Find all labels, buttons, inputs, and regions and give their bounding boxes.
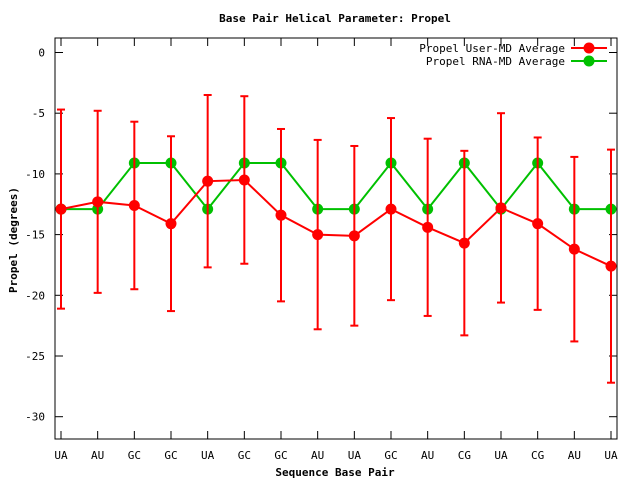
chart-title: Base Pair Helical Parameter: Propel xyxy=(219,12,451,25)
series-layer xyxy=(55,93,617,384)
y-tick-label: -20 xyxy=(25,289,45,302)
data-point xyxy=(202,175,214,187)
y-tick-label: -25 xyxy=(25,350,45,363)
x-tick-label: CG xyxy=(531,449,544,462)
x-tick-label: UA xyxy=(54,449,68,462)
data-point xyxy=(348,230,360,242)
plot-frame xyxy=(54,37,618,440)
data-point xyxy=(422,221,434,233)
y-tick-label: -30 xyxy=(25,411,45,424)
data-point xyxy=(532,218,544,230)
x-tick-label: UA xyxy=(348,449,362,462)
data-point xyxy=(495,202,507,214)
data-point xyxy=(238,174,250,186)
data-point xyxy=(458,237,470,249)
legend-marker xyxy=(583,42,595,54)
series-rna-md xyxy=(55,157,617,215)
x-tick-label: GC xyxy=(128,449,141,462)
x-axis-label: Sequence Base Pair xyxy=(275,466,395,479)
x-axis: UA AU GC GC UA GC GC AU UA GC AU CG UA CG AU UA xyxy=(54,38,618,462)
data-point xyxy=(385,203,397,215)
data-point xyxy=(568,243,580,255)
x-tick-label: UA xyxy=(201,449,215,462)
legend-label: Propel User-MD Average xyxy=(419,42,565,55)
y-tick-label: -15 xyxy=(25,229,45,242)
x-tick-label: AU xyxy=(568,449,581,462)
series-user-md xyxy=(55,93,617,384)
data-point xyxy=(275,209,287,221)
legend-label: Propel RNA-MD Average xyxy=(426,55,565,68)
x-tick-label: UA xyxy=(604,449,618,462)
y-axis: 0 -5 -10 -15 -20 -25 -30 xyxy=(25,47,617,424)
series-line xyxy=(61,161,611,211)
data-point xyxy=(165,218,177,230)
data-point xyxy=(55,203,67,215)
y-tick-label: -5 xyxy=(32,107,45,120)
x-tick-label: UA xyxy=(494,449,508,462)
y-tick-label: 0 xyxy=(38,47,45,60)
data-point xyxy=(312,229,324,241)
y-axis-label: Propel (degrees) xyxy=(7,187,20,293)
data-point xyxy=(128,199,140,211)
x-tick-label: AU xyxy=(91,449,104,462)
y-tick-label: -10 xyxy=(25,168,45,181)
x-tick-label: GC xyxy=(384,449,397,462)
x-tick-label: GC xyxy=(238,449,251,462)
series-line xyxy=(60,178,612,268)
data-point xyxy=(92,196,104,208)
x-tick-label: AU xyxy=(311,449,324,462)
x-tick-label: AU xyxy=(421,449,434,462)
data-point xyxy=(605,260,617,272)
x-tick-label: GC xyxy=(164,449,177,462)
x-tick-label: CG xyxy=(458,449,471,462)
x-tick-label: GC xyxy=(274,449,287,462)
legend-marker xyxy=(583,55,595,67)
